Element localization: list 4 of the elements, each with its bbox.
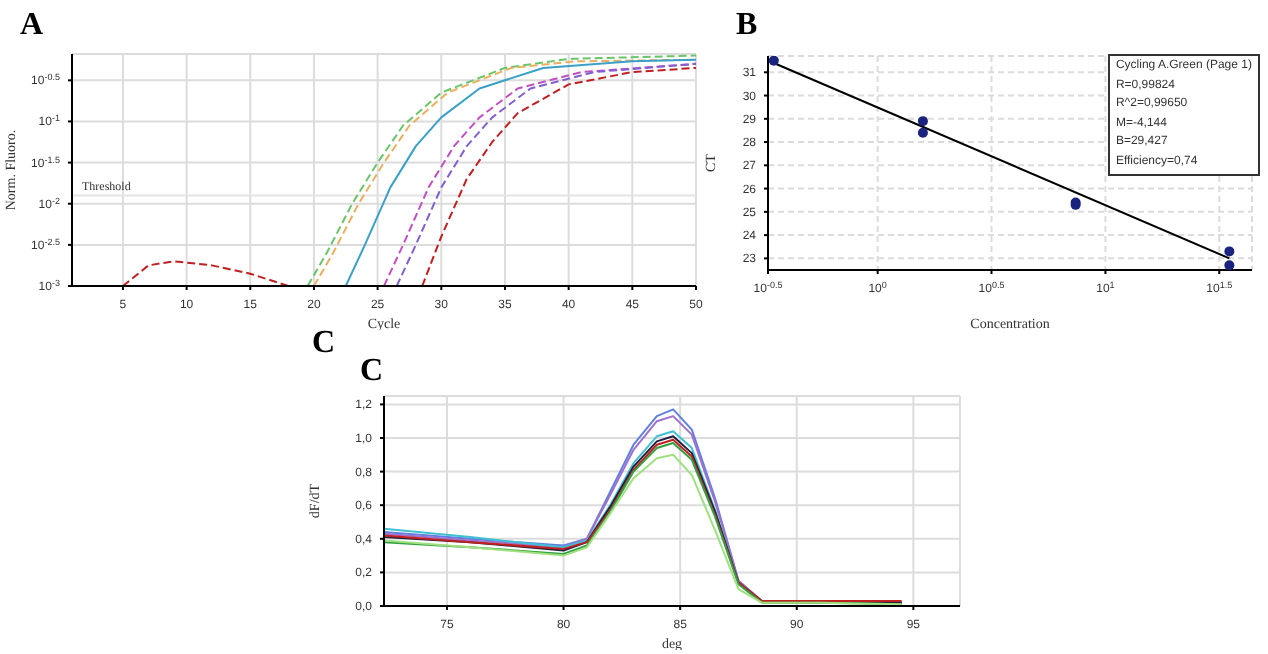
chart-title: C <box>360 354 384 390</box>
text: C <box>312 326 336 362</box>
chart-title: B <box>736 8 758 44</box>
chart-title: A <box>20 8 44 44</box>
